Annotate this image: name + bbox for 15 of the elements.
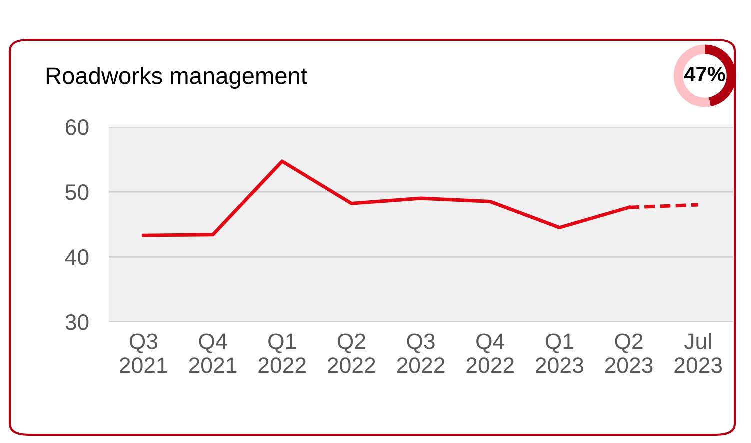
x-tick-label: Jul 2023 [674, 333, 722, 374]
x-tick-label: Q1 2022 [258, 334, 306, 374]
x-tick-label: Q3 2022 [397, 334, 445, 374]
chart-title: Roadworks management [46, 66, 308, 90]
y-tick-label: 60 [66, 120, 89, 136]
x-tick-label: Q4 2022 [466, 334, 514, 374]
x-tick-label: Q1 2023 [536, 334, 584, 374]
y-tick-label: 50 [66, 184, 89, 200]
x-tick-label: Q2 2023 [605, 334, 653, 374]
text: 47% [684, 66, 726, 82]
y-tick-label: 30 [66, 314, 89, 330]
x-tick-label: Q3 2021 [120, 334, 168, 374]
x-tick-label: Q2 2022 [328, 334, 376, 374]
x-tick-label: Q4 2021 [189, 334, 237, 374]
y-tick-label: 40 [65, 250, 89, 266]
